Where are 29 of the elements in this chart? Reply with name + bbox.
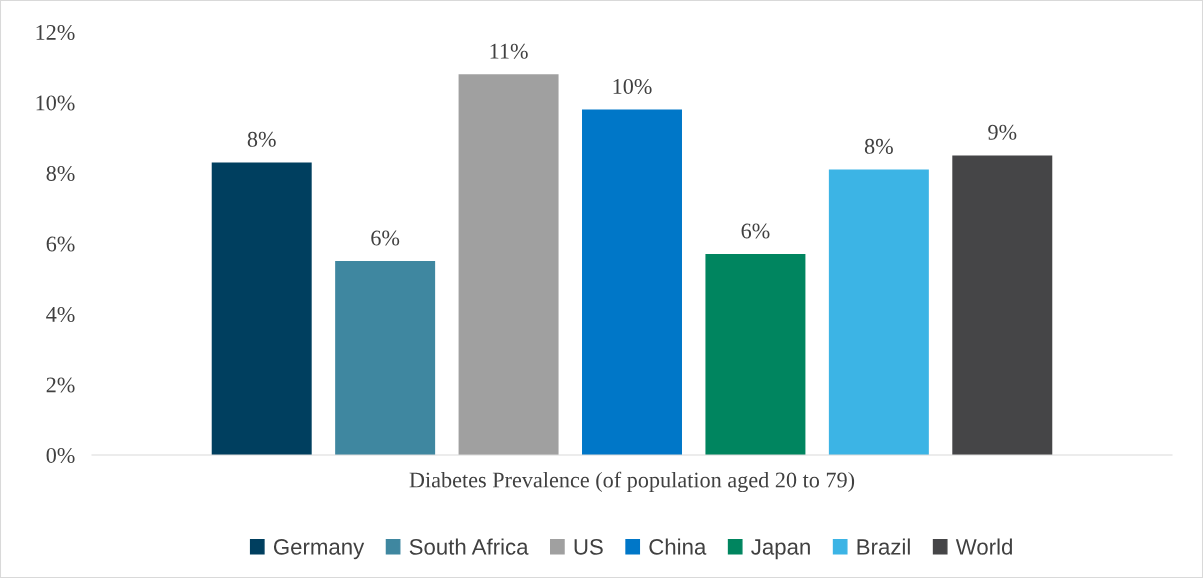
y-tick-label: 4% bbox=[46, 306, 75, 322]
data-label: 11% bbox=[490, 43, 528, 59]
y-tick-label: 6% bbox=[46, 236, 75, 252]
legend-label: South Africa bbox=[409, 538, 529, 555]
bar bbox=[705, 254, 806, 455]
data-label: 10% bbox=[613, 78, 652, 94]
y-tick-label: 12% bbox=[36, 24, 75, 40]
y-tick-label: 8% bbox=[46, 165, 75, 181]
legend-label: Brazil bbox=[857, 538, 910, 555]
bar bbox=[458, 74, 559, 455]
legend-label: Japan bbox=[751, 539, 810, 560]
data-label: 8% bbox=[864, 138, 893, 154]
y-tick-label: 2% bbox=[46, 377, 75, 393]
bar bbox=[211, 162, 312, 455]
legend-label: Germany bbox=[273, 539, 365, 560]
data-label: 6% bbox=[741, 223, 770, 239]
x-tick-label: Diabetes Prevalence (of population aged 20 to 79) bbox=[409, 471, 855, 493]
bar bbox=[828, 169, 929, 455]
y-tick-label: 0% bbox=[46, 447, 75, 463]
data-label: 8% bbox=[247, 131, 276, 147]
legend-label: China bbox=[649, 538, 707, 555]
y-tick-label: 10% bbox=[36, 95, 75, 111]
bar bbox=[952, 155, 1053, 455]
data-label: 6% bbox=[371, 230, 400, 246]
bar bbox=[582, 109, 682, 455]
data-label: 9% bbox=[988, 124, 1017, 140]
bar bbox=[335, 261, 436, 455]
legend-label: US bbox=[574, 539, 603, 555]
legend-label: World bbox=[955, 538, 1012, 555]
